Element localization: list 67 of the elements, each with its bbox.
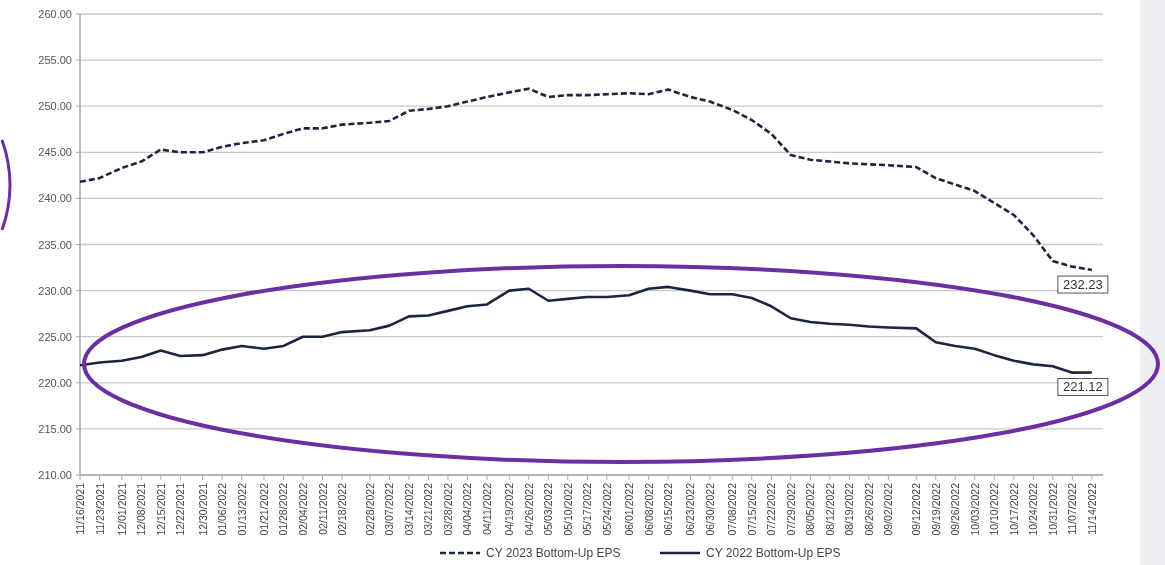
- x-tick-label: 01/21/2022: [257, 482, 270, 536]
- annotation: 221.12: [1062, 379, 1103, 395]
- x-tick-label: 06/01/2022: [623, 482, 636, 536]
- y-tick-label: 250.00: [38, 100, 72, 113]
- x-tick-label: 05/17/2022: [581, 482, 594, 536]
- x-tick-label: 02/18/2022: [336, 482, 349, 536]
- x-tick-label: 03/21/2022: [422, 482, 435, 536]
- x-tick-label: 12/01/2021: [115, 482, 128, 536]
- x-tick-label: 11/23/2021: [93, 482, 106, 535]
- x-tick-label: 06/23/2022: [684, 482, 697, 536]
- x-tick-label: 08/19/2022: [843, 482, 856, 536]
- x-tick-label: 07/22/2022: [765, 482, 778, 536]
- y-tick-label: 230.00: [38, 284, 72, 297]
- x-tick-label: 12/22/2021: [174, 482, 187, 536]
- y-tick-label: 255.00: [38, 54, 72, 67]
- x-tick-label: 01/13/2022: [235, 482, 248, 536]
- x-tick-label: 10/31/2022: [1046, 482, 1059, 536]
- line-series: [78, 87, 1094, 272]
- legend-label: CY 2023 Bottom-Up EPS: [486, 546, 621, 560]
- y-tick-label: 260.00: [38, 8, 72, 20]
- x-tick-label: 07/15/2022: [745, 482, 758, 536]
- x-tick-label: 02/28/2022: [363, 482, 376, 536]
- x-tick-label: 11/14/2022: [1085, 482, 1098, 535]
- x-tick-label: 04/26/2022: [522, 482, 535, 536]
- y-tick-label: 215.00: [38, 422, 72, 435]
- x-tick-label: 05/10/2022: [561, 482, 574, 536]
- x-tick-label: 11/07/2022: [1066, 482, 1079, 535]
- x-tick-label: 05/24/2022: [600, 482, 613, 536]
- y-tick-label: 220.00: [38, 376, 72, 389]
- x-tick-label: 05/03/2022: [542, 482, 555, 536]
- x-tick-label: 10/03/2022: [968, 482, 981, 536]
- x-tick-label: 02/04/2022: [297, 482, 309, 536]
- x-tick-label: 10/17/2022: [1007, 482, 1020, 536]
- x-tick-label: 09/26/2022: [949, 482, 962, 536]
- annotation: 232.23: [1062, 277, 1103, 293]
- x-tick-label: 08/26/2022: [862, 482, 875, 536]
- x-tick-label: 03/14/2022: [402, 482, 415, 536]
- x-tick-label: 06/30/2022: [703, 482, 716, 536]
- y-tick-label: 240.00: [38, 192, 72, 205]
- x-tick-label: 09/12/2022: [910, 482, 923, 536]
- x-tick-label: 09/02/2022: [882, 482, 895, 536]
- x-tick-label: 06/15/2022: [662, 482, 675, 536]
- y-tick-label: 245.00: [38, 146, 72, 159]
- x-tick-label: 12/30/2021: [196, 482, 209, 536]
- x-tick-label: 12/08/2021: [135, 482, 148, 536]
- y-tick-label: 210.00: [38, 469, 72, 481]
- x-tick-label: 01/06/2022: [216, 482, 229, 536]
- x-tick-label: 06/08/2022: [642, 482, 655, 536]
- x-tick-label: 03/28/2022: [441, 482, 454, 536]
- x-tick-label: 11/16/2021: [74, 482, 86, 535]
- y-tick-label: 225.00: [38, 330, 72, 343]
- y-tick-label: 235.00: [38, 238, 72, 251]
- x-tick-label: 04/04/2022: [461, 482, 474, 536]
- x-tick-label: 07/08/2022: [726, 482, 739, 536]
- x-tick-label: 10/10/2022: [988, 482, 1001, 536]
- x-tick-label: 03/07/2022: [383, 482, 396, 536]
- x-tick-label: 01/28/2022: [277, 482, 290, 536]
- x-tick-label: 10/24/2022: [1027, 482, 1040, 536]
- x-tick-label: 12/15/2021: [154, 482, 167, 536]
- x-tick-label: 09/19/2022: [929, 482, 942, 536]
- x-tick-label: 02/11/2022: [316, 482, 329, 535]
- x-tick-label: 04/11/2022: [480, 482, 493, 535]
- x-tick-label: 08/05/2022: [804, 482, 817, 536]
- x-tick-label: 08/12/2022: [823, 482, 836, 536]
- legend-label: CY 2022 Bottom-Up EPS: [706, 546, 841, 560]
- x-tick-label: 04/19/2022: [503, 482, 516, 536]
- x-tick-label: 07/29/2022: [784, 482, 797, 536]
